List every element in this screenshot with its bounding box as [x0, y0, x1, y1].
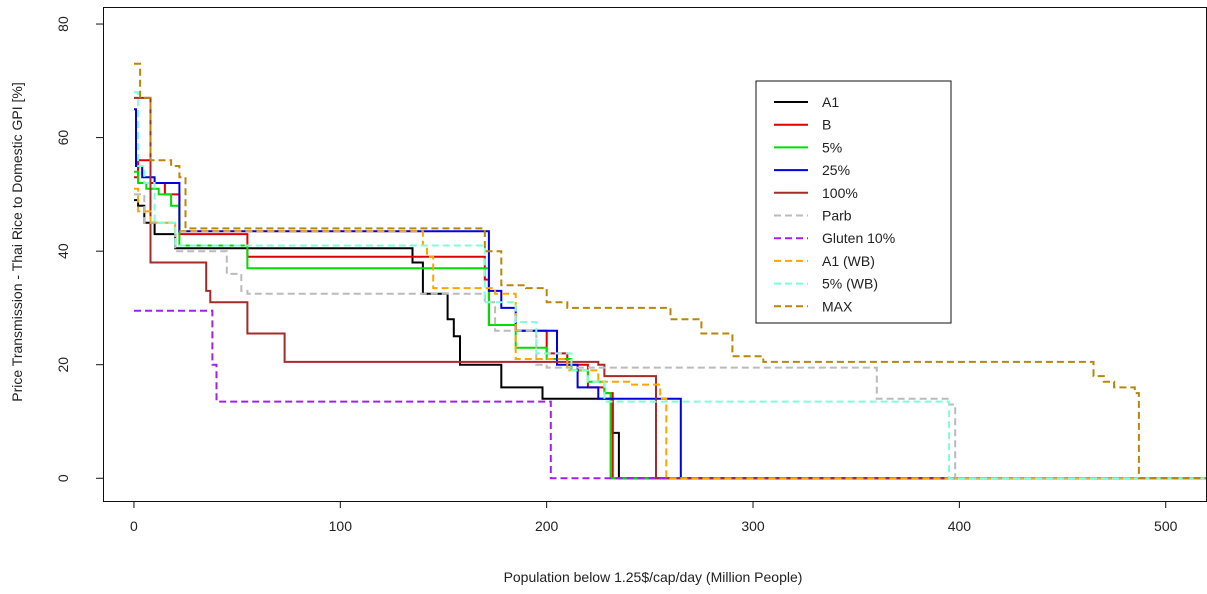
- series-line-9: [134, 62, 1207, 480]
- series-line-4: [134, 96, 1207, 480]
- x-tick-label: 100: [329, 518, 353, 534]
- legend-label: B: [822, 117, 831, 133]
- y-tick-label: 20: [55, 357, 71, 373]
- y-tick-label: 40: [55, 243, 71, 259]
- y-tick-label: 80: [55, 16, 71, 32]
- series-line-8: [134, 91, 1207, 480]
- series-line-6: [134, 309, 1207, 480]
- y-tick-label: 0: [55, 474, 71, 482]
- legend-label: 5% (WB): [822, 276, 878, 292]
- legend-label: MAX: [822, 298, 853, 314]
- x-tick-label: 300: [741, 518, 765, 534]
- series-line-5: [134, 193, 1207, 480]
- series-line-7: [134, 187, 1207, 480]
- y-tick-label: 60: [55, 130, 71, 146]
- legend-label: A1: [822, 94, 839, 110]
- x-tick-label: 200: [535, 518, 559, 534]
- y-axis-label: Price Transmission - Thai Rice to Domest…: [9, 82, 25, 402]
- legend-label: 100%: [822, 185, 858, 201]
- series-line-3: [134, 108, 1207, 480]
- legend-label: Parb: [822, 208, 852, 224]
- x-tick-label: 400: [948, 518, 972, 534]
- series-line-2: [134, 170, 1207, 480]
- y-axis-ticks: 0 20 40 60 80: [55, 16, 103, 482]
- x-axis-ticks: 0 100 200 300 400 500: [130, 501, 1178, 534]
- series-line-0: [134, 199, 1207, 480]
- legend-label: A1 (WB): [822, 253, 875, 269]
- legend-label: 25%: [822, 162, 850, 178]
- series-lines: [134, 62, 1207, 480]
- x-tick-label: 0: [130, 518, 138, 534]
- legend-label: 5%: [822, 139, 842, 155]
- x-tick-label: 500: [1154, 518, 1178, 534]
- series-line-1: [134, 159, 1207, 480]
- legend: A1 B 5% 25% 100% Parb Gluten 10% A1 (WB) 5% (WB)…: [755, 80, 952, 324]
- legend-label: Gluten 10%: [822, 230, 895, 246]
- x-axis-label: Population below 1.25$/cap/day (Million …: [504, 569, 803, 585]
